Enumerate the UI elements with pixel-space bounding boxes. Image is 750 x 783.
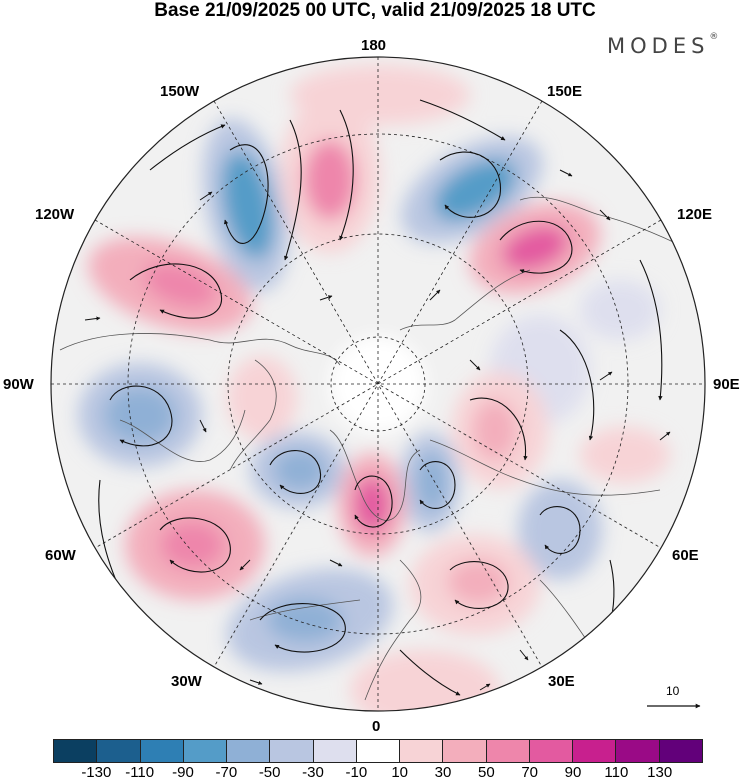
colorbar-tick-label: -90 xyxy=(172,764,194,781)
colorbar-cell xyxy=(615,740,659,762)
colorbar-tick-label: -30 xyxy=(302,764,324,781)
colorbar-cell xyxy=(269,740,313,762)
colorbar-cell xyxy=(399,740,443,762)
colorbar-cell xyxy=(54,740,97,762)
colorbar-cell xyxy=(182,740,227,762)
lon-label-0: 0 xyxy=(372,718,381,735)
wind-arrow-field xyxy=(84,169,671,691)
lon-label-120e: 120E xyxy=(677,206,713,223)
lon-label-60e: 60E xyxy=(672,547,699,564)
colorbar xyxy=(53,739,703,763)
colorbar-cell xyxy=(572,740,616,762)
colorbar-cell xyxy=(96,740,140,762)
brand-logo: MODES® xyxy=(607,32,719,58)
lon-label-120w: 120W xyxy=(35,206,75,223)
colorbar-cell xyxy=(312,740,356,762)
colorbar-cell xyxy=(355,740,400,762)
anomaly-field xyxy=(78,65,670,711)
colorbar-cell xyxy=(442,740,486,762)
coastlines xyxy=(59,196,691,701)
map-disc xyxy=(51,57,705,711)
colorbar-tick-label: -50 xyxy=(258,764,281,781)
lon-label-90w: 90W xyxy=(3,376,34,393)
colorbar-cell xyxy=(226,740,270,762)
brand-name: MODES xyxy=(607,34,710,58)
lon-label-90e: 90E xyxy=(713,376,740,393)
colorbar-tick-label: 30 xyxy=(434,764,452,781)
colorbar-cell xyxy=(485,740,529,762)
colorbar-tick-label: 90 xyxy=(564,764,582,781)
map-title: Base 21/09/2025 00 UTC, valid 21/09/2025… xyxy=(154,0,596,21)
brand-registered-mark: ® xyxy=(709,32,719,42)
colorbar-tick-label: 50 xyxy=(477,764,495,781)
lon-label-60w: 60W xyxy=(45,547,76,564)
colorbar-tick-label: -70 xyxy=(215,764,238,781)
polar-map xyxy=(50,56,706,712)
map-border xyxy=(50,56,706,712)
colorbar-tick-label: 110 xyxy=(604,764,629,781)
colorbar-ticks: -130 -110 -90 -70 -50 -30 -10 10 30 50 70 90 110 130 xyxy=(53,763,703,783)
lon-label-30e: 30E xyxy=(548,673,575,690)
vector-scale-label: 10 xyxy=(666,684,680,698)
colorbar-tick-label: 130 xyxy=(647,764,673,781)
lon-label-150e: 150E xyxy=(547,83,583,100)
colorbar-tick-label: 10 xyxy=(391,764,408,781)
colorbar-tick-label: -130 xyxy=(81,764,112,781)
lon-label-30w: 30W xyxy=(171,673,202,690)
colorbar-cell xyxy=(139,740,183,762)
colorbar-cell xyxy=(658,740,702,762)
colorbar-tick-label: 70 xyxy=(521,764,538,781)
graticule xyxy=(51,57,705,711)
wind-vectors xyxy=(98,99,663,696)
colorbar-tick-label: -10 xyxy=(345,764,368,781)
colorbar-tick-label: -110 xyxy=(125,764,155,781)
lon-label-150w: 150W xyxy=(160,83,200,100)
colorbar-cell xyxy=(528,740,573,762)
lon-label-180: 180 xyxy=(361,37,387,54)
